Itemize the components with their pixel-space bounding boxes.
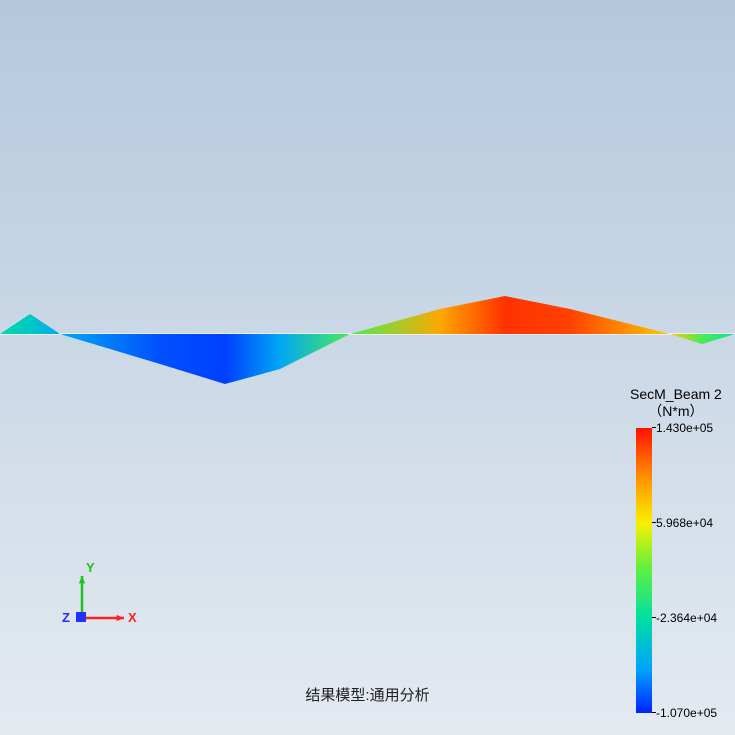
triad-z-marker bbox=[76, 612, 86, 622]
footer-text: 结果模型:通用分析 bbox=[305, 687, 429, 704]
legend-tick: -1.070e+05 bbox=[656, 706, 717, 720]
triad-z-label: Z bbox=[62, 610, 70, 625]
triad-x-axis bbox=[82, 615, 124, 621]
legend-tick-mark bbox=[652, 427, 656, 428]
triad-svg bbox=[0, 0, 735, 735]
triad-y-label: Y bbox=[86, 560, 95, 575]
triad-x-label: X bbox=[128, 610, 137, 625]
legend-color-bar bbox=[636, 428, 652, 713]
legend-tick: 5.968e+04 bbox=[656, 516, 713, 530]
legend-tick-mark bbox=[652, 522, 656, 523]
footer-label: 结果模型:通用分析 bbox=[0, 684, 735, 705]
legend-tick: -2.364e+04 bbox=[656, 611, 717, 625]
legend-tick-mark bbox=[652, 712, 656, 713]
legend-tick: 1.430e+05 bbox=[656, 421, 713, 435]
viewport: SecM_Beam 2 （N*m） YXZ 结果模型:通用分析 1.430e+0… bbox=[0, 0, 735, 735]
triad-y-axis bbox=[79, 576, 85, 618]
legend-tick-mark bbox=[652, 617, 656, 618]
